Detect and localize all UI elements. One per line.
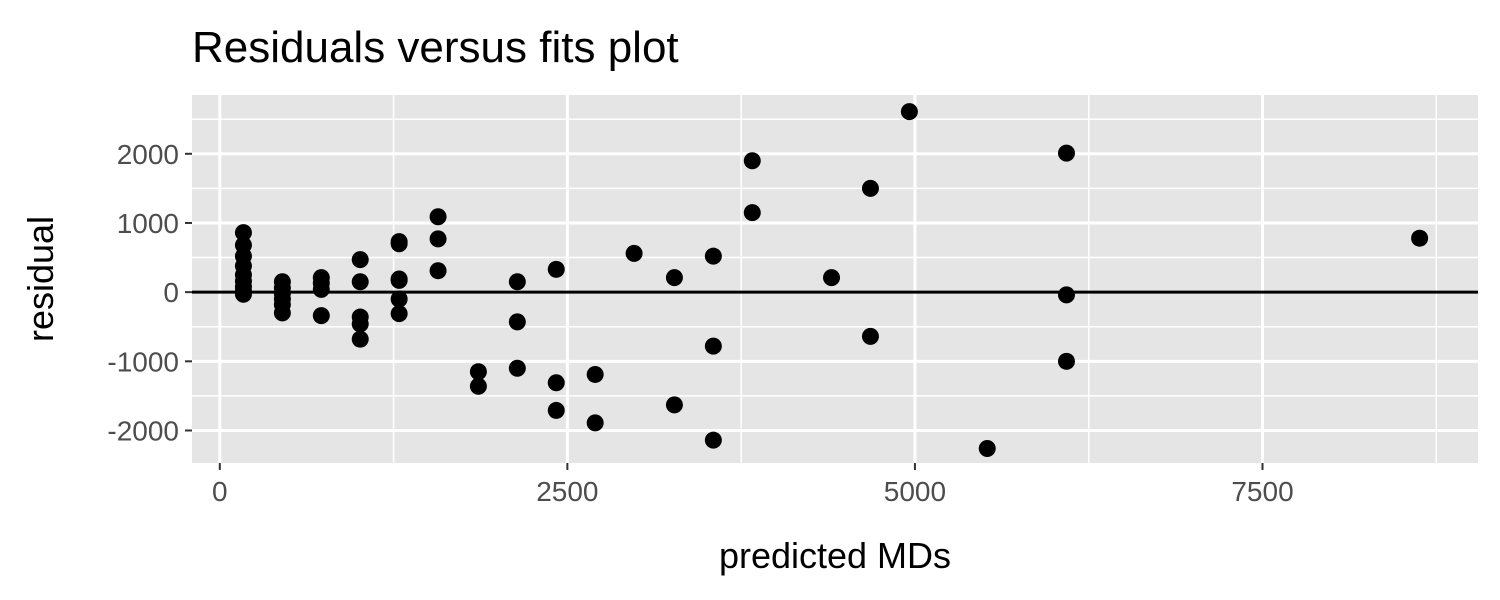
data-point xyxy=(586,414,604,432)
data-point xyxy=(508,359,526,377)
y-axis-ticks: -2000 -1000 0 1000 2000 xyxy=(107,139,192,446)
y-axis-title: residual xyxy=(20,216,61,342)
data-point xyxy=(508,273,526,291)
data-point xyxy=(704,431,722,449)
data-point xyxy=(665,269,683,287)
data-point xyxy=(351,315,369,333)
data-point xyxy=(312,307,330,325)
data-point xyxy=(547,374,565,392)
y-tick-label: 1000 xyxy=(117,208,179,239)
data-point xyxy=(351,330,369,348)
data-point xyxy=(1057,286,1075,304)
y-tick-label: 0 xyxy=(163,277,179,308)
chart-title: Residuals versus fits plot xyxy=(192,23,679,72)
data-point xyxy=(390,290,408,308)
data-point xyxy=(1411,229,1429,247)
x-axis-ticks: 0 2500 5000 7500 xyxy=(212,463,1294,507)
data-point xyxy=(978,439,996,457)
x-axis-title: predicted MDs xyxy=(719,535,951,576)
data-point xyxy=(665,396,683,414)
data-point xyxy=(861,327,879,345)
data-point xyxy=(469,377,487,395)
data-point xyxy=(508,313,526,331)
data-point xyxy=(743,152,761,170)
data-point xyxy=(429,230,447,248)
data-point xyxy=(547,401,565,419)
data-point xyxy=(704,247,722,265)
x-tick-label: 0 xyxy=(212,476,228,507)
x-tick-label: 7500 xyxy=(1231,476,1293,507)
y-tick-label: 2000 xyxy=(117,139,179,170)
x-tick-label: 2500 xyxy=(536,476,598,507)
data-point xyxy=(861,179,879,197)
data-point xyxy=(1057,352,1075,370)
data-point xyxy=(390,271,408,289)
y-tick-label: -2000 xyxy=(107,415,179,446)
data-points xyxy=(234,103,1429,457)
data-point xyxy=(390,235,408,253)
data-point xyxy=(1057,144,1075,162)
data-point xyxy=(823,269,841,287)
data-point xyxy=(547,260,565,278)
data-point xyxy=(351,273,369,291)
data-point xyxy=(429,262,447,280)
data-point xyxy=(469,363,487,381)
y-tick-label: -1000 xyxy=(107,346,179,377)
data-point xyxy=(625,244,643,262)
data-point xyxy=(234,285,252,303)
data-point xyxy=(704,337,722,355)
x-tick-label: 5000 xyxy=(884,476,946,507)
data-point xyxy=(429,208,447,226)
data-point xyxy=(390,305,408,323)
data-point xyxy=(351,251,369,269)
data-point xyxy=(312,280,330,298)
data-point xyxy=(234,224,252,242)
data-point xyxy=(900,103,918,121)
data-point xyxy=(586,365,604,383)
data-point xyxy=(273,304,291,322)
data-point xyxy=(743,204,761,222)
